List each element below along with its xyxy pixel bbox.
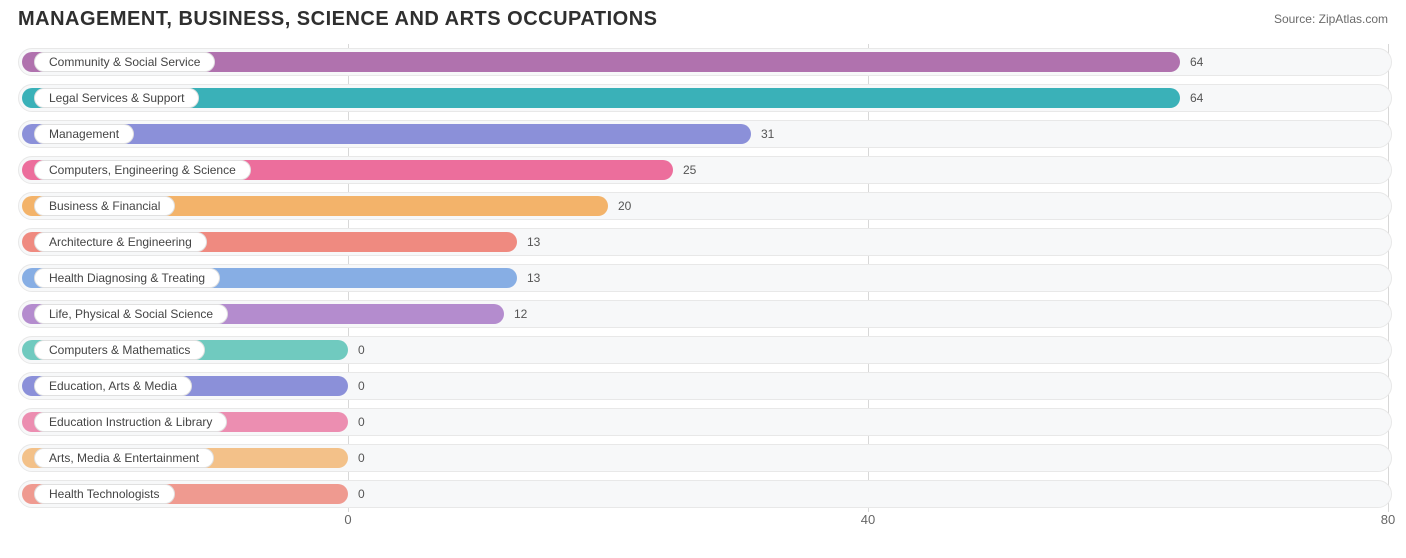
bar-label-pill: Legal Services & Support (34, 88, 199, 108)
x-axis-tick: 80 (1381, 512, 1395, 527)
bar-value: 0 (358, 340, 365, 360)
bar-value: 0 (358, 448, 365, 468)
bar-label-pill: Management (34, 124, 134, 144)
bar-row: Life, Physical & Social Science 12 (18, 296, 1392, 332)
bar-value: 0 (358, 484, 365, 504)
bar-label-pill: Community & Social Service (34, 52, 215, 72)
bar-label: Life, Physical & Social Science (49, 307, 213, 321)
bar-row: Education Instruction & Library 0 (18, 404, 1392, 440)
bar-row: Health Technologists 0 (18, 476, 1392, 512)
plot-area: Community & Social Service64Legal Servic… (18, 44, 1392, 512)
bar-label: Education Instruction & Library (49, 415, 212, 429)
bar-row: Education, Arts & Media 0 (18, 368, 1392, 404)
x-axis-tick: 0 (344, 512, 351, 527)
bar-label-pill: Business & Financial (34, 196, 175, 216)
bar-value: 31 (761, 124, 774, 144)
bar-value: 13 (527, 268, 540, 288)
bar-label: Health Technologists (49, 487, 160, 501)
chart-title: MANAGEMENT, BUSINESS, SCIENCE AND ARTS O… (18, 8, 657, 31)
bar-label: Computers & Mathematics (49, 343, 190, 357)
bar-label-pill: Health Technologists (34, 484, 175, 504)
bar-row: Architecture & Engineering 13 (18, 224, 1392, 260)
source-label: Source: (1274, 12, 1315, 26)
bar-label-pill: Computers & Mathematics (34, 340, 205, 360)
bar-label: Arts, Media & Entertainment (49, 451, 199, 465)
bar-label-pill: Architecture & Engineering (34, 232, 207, 252)
bar-label-pill: Arts, Media & Entertainment (34, 448, 214, 468)
bar-row: Arts, Media & Entertainment 0 (18, 440, 1392, 476)
bar-label: Legal Services & Support (49, 91, 184, 105)
bar-label: Management (49, 127, 119, 141)
bar-label-pill: Health Diagnosing & Treating (34, 268, 220, 288)
bar-label: Computers, Engineering & Science (49, 163, 236, 177)
bar-label: Community & Social Service (49, 55, 200, 69)
bar-row: Management 31 (18, 116, 1392, 152)
bar-label-pill: Life, Physical & Social Science (34, 304, 228, 324)
bar-value: 13 (527, 232, 540, 252)
chart-container: MANAGEMENT, BUSINESS, SCIENCE AND ARTS O… (0, 0, 1406, 558)
bar-row: Computers, Engineering & Science 25 (18, 152, 1392, 188)
source-name: ZipAtlas.com (1319, 12, 1388, 26)
bar-value: 20 (618, 196, 631, 216)
bar-row: Health Diagnosing & Treating 13 (18, 260, 1392, 296)
bar-value: 64 (1190, 88, 1203, 108)
x-axis-tick: 40 (861, 512, 875, 527)
x-axis: 0 40 80 (18, 512, 1392, 532)
bar-row: Business & Financial 20 (18, 188, 1392, 224)
bar-label-pill: Education Instruction & Library (34, 412, 227, 432)
bar-label: Architecture & Engineering (49, 235, 192, 249)
bar-row: Computers & Mathematics 0 (18, 332, 1392, 368)
bar-label: Education, Arts & Media (49, 379, 177, 393)
bar-row: Legal Services & Support 64 (18, 80, 1392, 116)
bar-value: 25 (683, 160, 696, 180)
bar-label: Business & Financial (49, 199, 160, 213)
bar-row: Community & Social Service 64 (18, 44, 1392, 80)
bar-value: 0 (358, 412, 365, 432)
bar-label-pill: Education, Arts & Media (34, 376, 192, 396)
bar-value: 0 (358, 376, 365, 396)
bar-value: 64 (1190, 52, 1203, 72)
bar-value: 12 (514, 304, 527, 324)
source-attribution: Source: ZipAtlas.com (1274, 12, 1388, 26)
bar-label-pill: Computers, Engineering & Science (34, 160, 251, 180)
bar-label: Health Diagnosing & Treating (49, 271, 205, 285)
